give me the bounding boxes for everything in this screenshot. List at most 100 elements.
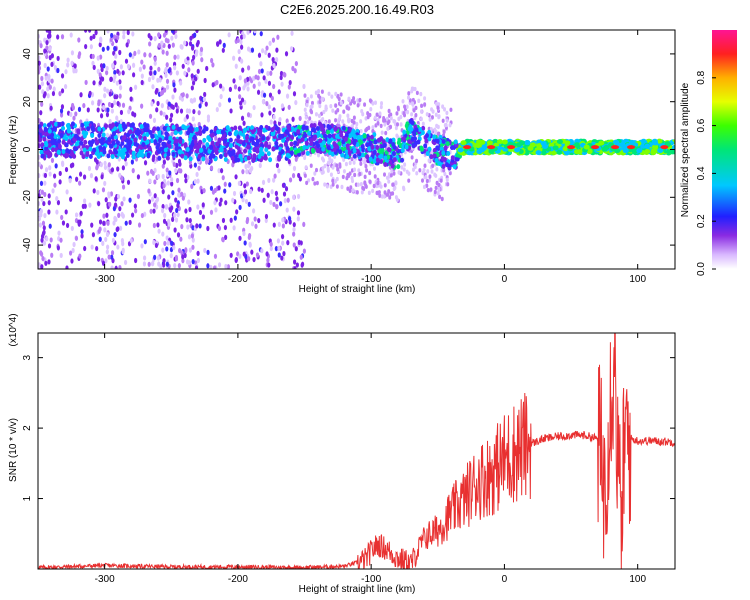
heatmap-cell [250,165,254,172]
heatmap-cell [262,75,266,81]
heatmap-cell [196,257,201,264]
heatmap-cell [110,154,115,160]
heatmap-cell [221,217,226,224]
heatmap-cell [401,99,405,104]
heatmap-cell [415,90,419,96]
heatmap-cell [259,31,263,37]
heatmap-cell [118,126,123,132]
heatmap-cell [169,112,174,118]
heatmap-cell [48,223,52,229]
heatmap-cell [426,169,430,174]
heatmap-cell [167,43,171,49]
heatmap-cell [318,99,322,105]
heatmap-cell [267,104,271,110]
heatmap-cell [60,34,65,40]
heatmap-cell [422,167,426,173]
heatmap-cell [236,37,240,43]
heatmap-cell [112,50,116,56]
heatmap-cell [79,136,84,142]
heatmap-cell [379,123,383,129]
heatmap-cell [292,231,296,237]
heatmap-cell [116,68,120,74]
heatmap-cell [54,163,58,169]
heatmap-cell [437,187,441,192]
heatmap-cell [166,240,170,246]
heatmap-cell [356,134,361,140]
heatmap-cell [320,118,324,123]
heatmap-cell [160,40,164,46]
heatmap-cell [191,259,195,265]
heatmap-cell [431,109,435,114]
heatmap-cell [252,75,256,81]
heatmap-cell [336,167,340,172]
heatmap-cell [394,180,398,185]
heatmap-cell [245,218,249,225]
heatmap-cell [351,188,355,193]
heatmap-cell [260,248,264,254]
heatmap-cell [70,225,74,232]
heatmap-cell [52,86,56,92]
heatmap-cell [379,104,383,110]
heatmap-cell [82,133,87,139]
heatmap-cell [445,118,449,123]
heatmap-cell [176,54,180,60]
heatmap-cell [524,140,531,146]
heatmap-cell [347,96,351,101]
heatmap-cell [70,50,75,56]
heatmap-cell [82,174,87,180]
colorbar-tick-label: 0.4 [696,166,707,180]
heatmap-cell [404,123,409,129]
heatmap-cell [71,102,75,109]
heatmap-cell [289,141,294,147]
heatmap-cell [126,145,131,151]
heatmap-cell [90,125,95,131]
heatmap-cell [164,37,168,43]
heatmap-cell [463,145,472,150]
heatmap-cell [165,246,169,252]
heatmap-cell [317,93,321,99]
heatmap-cell [59,112,64,118]
heatmap-cell [195,148,200,154]
heatmap-cell [258,162,262,169]
heatmap-cell [260,151,265,157]
heatmap-cell [373,174,377,179]
heatmap-cell [423,163,427,168]
heatmap-cell [39,110,43,116]
heatmap-cell [56,149,61,155]
heatmap-cell [405,169,409,174]
snr-y-tick-label: 2 [22,425,33,431]
heatmap-cell [327,119,331,124]
heatmap-cell [46,66,50,72]
heatmap-cell [47,243,52,249]
heatmap-cell [74,212,79,218]
heatmap-cell [154,242,159,249]
heatmap-cell [388,159,393,165]
heatmap-cell [281,182,286,188]
heatmap-cell [153,139,158,145]
heatmap-cell [44,260,48,266]
heatmap-cell [352,148,357,154]
heatmap-cell [380,101,384,106]
heatmap-cell [217,185,221,191]
heatmap-cell [44,142,49,148]
heatmap-cell [315,167,319,173]
heatmap-cell [50,157,55,164]
heatmap-cell [38,60,41,66]
heatmap-cell [253,30,257,34]
heatmap-cell [355,121,359,127]
heatmap-cell [153,70,157,76]
heatmap-cell [294,60,298,67]
heatmap-cell [287,104,291,110]
heatmap-cell [99,37,103,44]
heatmap-cell [99,54,103,60]
heatmap-cell [334,91,338,97]
heatmap-cell [188,41,193,47]
heatmap-cell [291,116,295,122]
heatmap-cell [400,165,404,170]
heatmap-cell [177,187,181,193]
heatmap-cell [162,183,166,189]
heatmap-cell [133,112,137,118]
heatmap-cell [219,147,224,153]
heatmap-cell [45,236,49,242]
heatmap-cell [106,88,110,94]
